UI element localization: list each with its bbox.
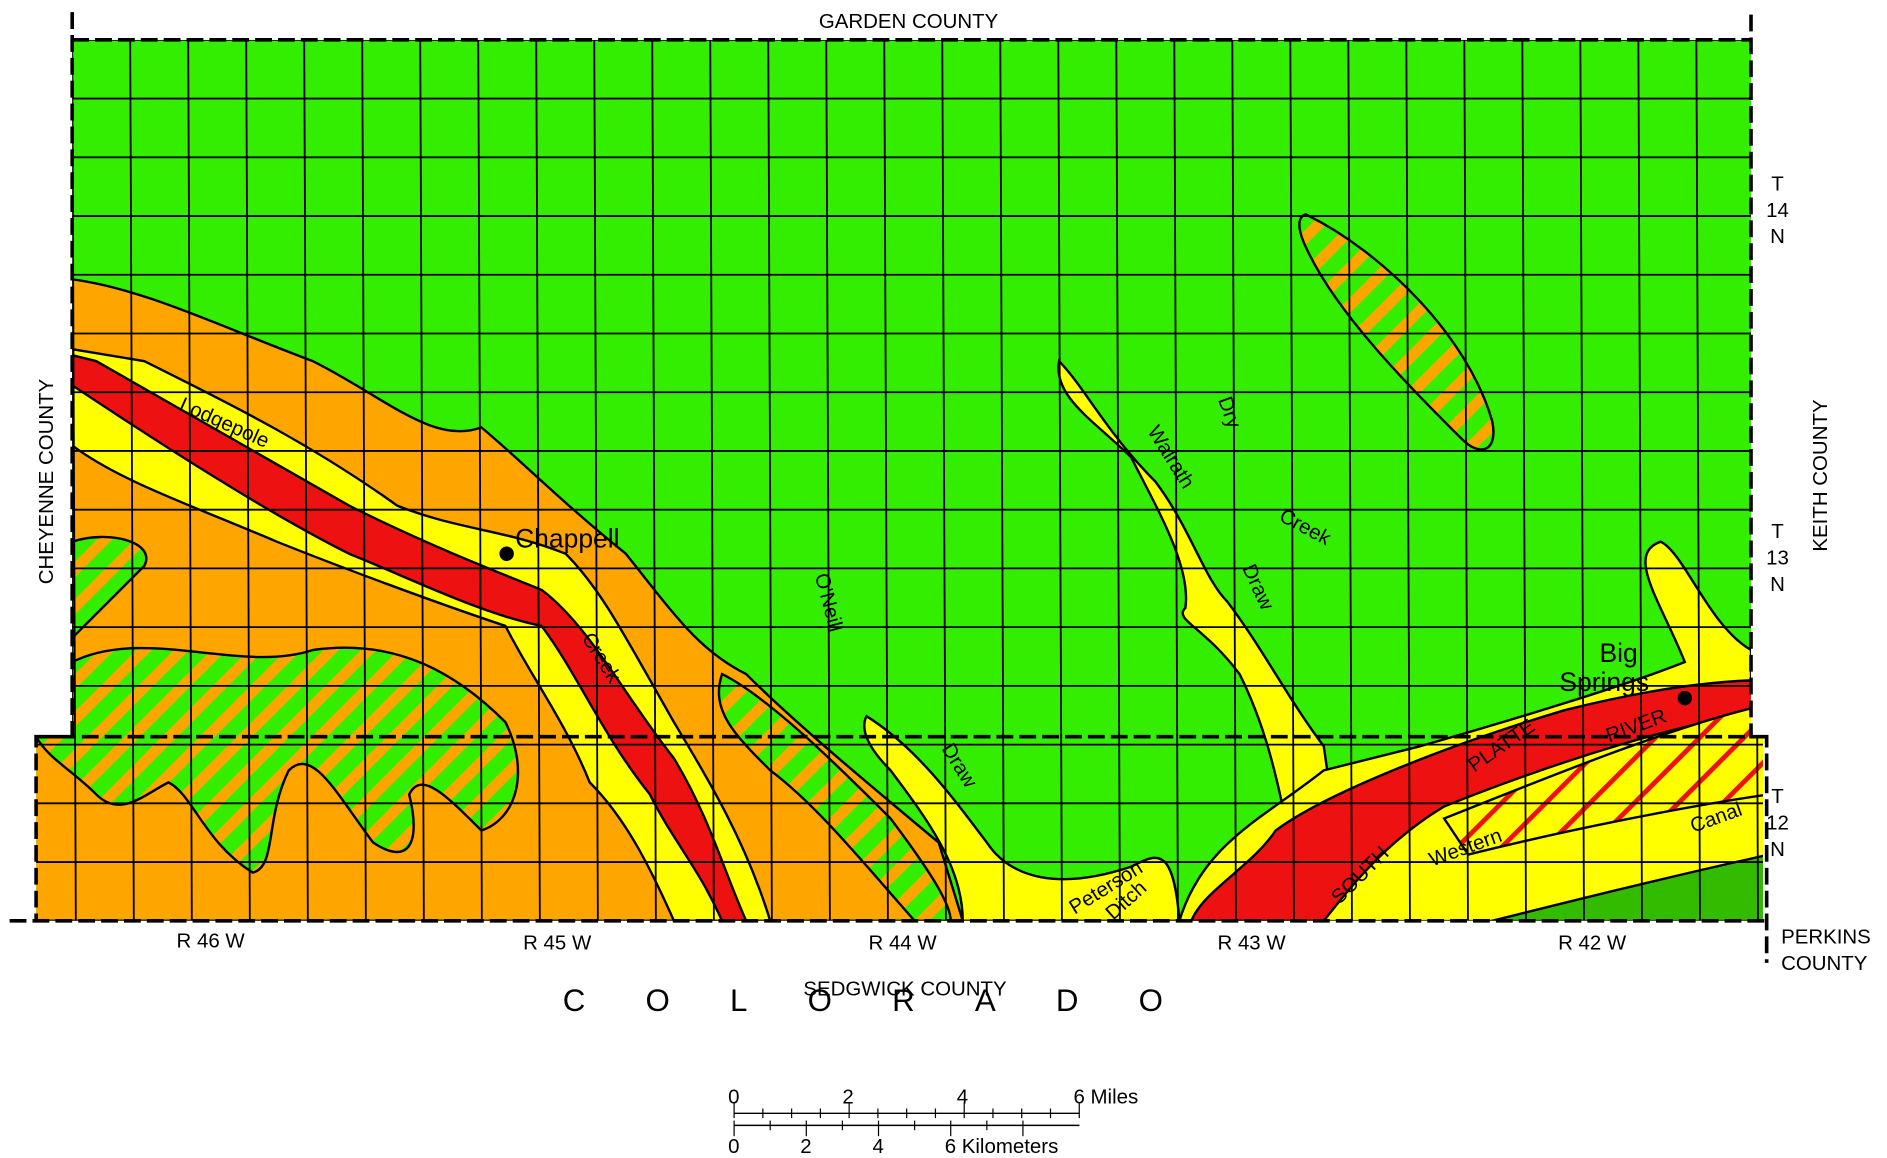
section-line	[1637, 39, 1643, 921]
township-labels: T 14 N T 13 N T 12 N	[1766, 172, 1789, 861]
terrace	[863, 714, 1181, 921]
township-label: T	[1771, 785, 1784, 808]
map-fill	[36, 39, 1764, 921]
hatched-zone	[36, 646, 520, 874]
city-dot	[499, 546, 514, 561]
scale-bar: 0 2 4 6 Miles 0 2 4 6 Kilometers	[728, 1086, 1138, 1158]
city-label: Big	[1599, 638, 1637, 668]
section-line	[1579, 39, 1585, 921]
county-label: GARDEN COUNTY	[819, 10, 999, 33]
county-line	[9, 12, 1770, 963]
scale-label: 0	[728, 1086, 739, 1109]
section-line	[477, 39, 483, 921]
hatched-zone	[71, 535, 148, 641]
section-line	[1289, 39, 1295, 921]
city-dot	[1677, 690, 1693, 706]
section-line	[825, 39, 831, 921]
township-label: 12	[1766, 811, 1789, 834]
county-label: COUNTY	[1781, 952, 1868, 975]
scale-label: 0	[728, 1135, 739, 1158]
section-line	[1463, 39, 1469, 921]
range-label: R 44 W	[869, 932, 938, 955]
section-line	[245, 39, 251, 921]
county-label: KEITH COUNTY	[1809, 399, 1832, 552]
section-line	[651, 39, 657, 921]
section-line	[1231, 39, 1237, 921]
section-line	[1347, 39, 1353, 921]
section-line	[419, 39, 425, 921]
county-label: SEDGWICK COUNTY	[803, 977, 1007, 1000]
section-line	[1173, 39, 1179, 921]
county-label: PERKINS	[1781, 926, 1871, 949]
section-line	[1057, 39, 1063, 921]
section-line	[941, 39, 947, 921]
state-label: COLORADO	[563, 983, 1223, 1018]
section-line	[593, 39, 599, 921]
section-line	[883, 39, 889, 921]
scale-label: 4	[957, 1086, 968, 1109]
section-line	[129, 39, 135, 921]
township-label: N	[1770, 838, 1785, 861]
scale-label: 2	[800, 1135, 811, 1158]
range-label: R 43 W	[1218, 932, 1287, 955]
section-line	[187, 39, 193, 921]
section-line	[767, 39, 773, 921]
section-line	[1695, 39, 1701, 921]
section-line	[999, 39, 1005, 921]
section-line	[1115, 39, 1121, 921]
city-label: Springs	[1559, 667, 1649, 697]
township-label: N	[1770, 573, 1785, 596]
township-label: N	[1770, 225, 1785, 248]
township-label: 13	[1766, 547, 1789, 570]
terrace	[1057, 358, 1338, 832]
section-line	[303, 39, 309, 921]
scale-label: 4	[872, 1135, 883, 1158]
section-line	[361, 39, 367, 921]
creek-bottom	[71, 353, 748, 921]
section-line	[1521, 39, 1527, 921]
range-label: R 42 W	[1558, 932, 1627, 955]
grid	[36, 39, 1764, 921]
range-label: R 46 W	[177, 929, 246, 952]
township-label: 14	[1766, 199, 1789, 222]
range-label: R 45 W	[523, 932, 592, 955]
township-label: T	[1771, 520, 1784, 543]
county-label: CHEYENNE COUNTY	[35, 378, 58, 584]
scale-label: 6 Kilometers	[945, 1135, 1059, 1158]
section-line	[709, 39, 715, 921]
township-label: T	[1771, 172, 1784, 195]
boundary	[9, 12, 1770, 963]
section-line	[535, 39, 541, 921]
scale-label: 2	[842, 1086, 853, 1109]
city-label: Chappell	[515, 524, 619, 554]
section-line	[1405, 39, 1411, 921]
scale-label: 6 Miles	[1073, 1086, 1138, 1109]
